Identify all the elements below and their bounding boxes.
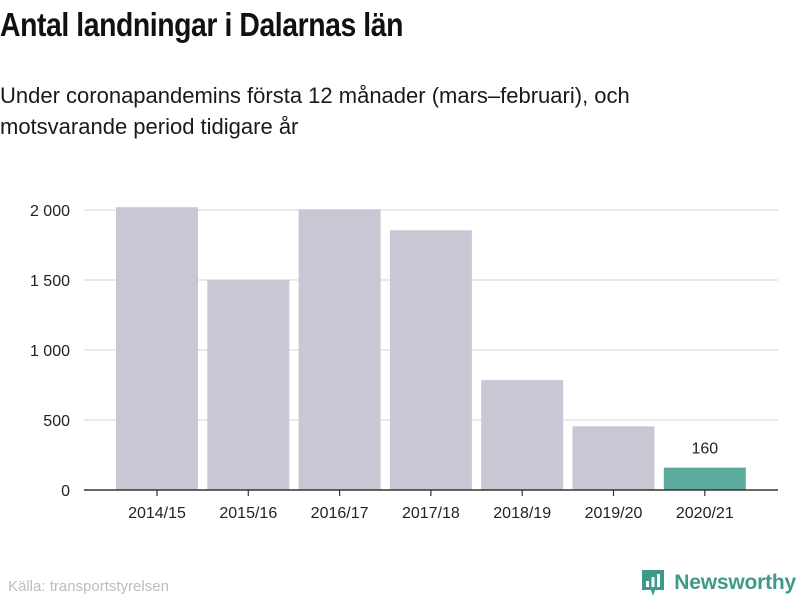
brand-name: Newsworthy: [674, 571, 796, 594]
bar-2020-21: [663, 467, 746, 490]
chart-title: Antal landningar i Dalarnas län: [0, 6, 404, 43]
bars: [116, 207, 746, 491]
y-tick-label: 1 000: [30, 343, 70, 360]
x-tick-label: 2017/18: [402, 505, 460, 522]
bar-2016-17: [298, 209, 381, 491]
x-axis: [84, 489, 778, 496]
y-tick-label: 0: [61, 483, 70, 500]
x-tick-label: 2019/20: [585, 505, 643, 522]
source-note: Källa: transportstyrelsen: [8, 578, 169, 595]
y-tick-label: 1 500: [30, 273, 70, 290]
x-tick-label: 2020/21: [676, 505, 734, 522]
bar-2014-15: [116, 207, 198, 490]
y-tick-label: 500: [43, 413, 70, 430]
labels: 0 500 1 000 1 500 2 000 160 2014/15 2015/16 2016…: [30, 203, 734, 522]
chart-subtitle: Under coronapandemins första 12 månader …: [0, 83, 630, 139]
bar-chart: 0 500 1 000 1 500 2 000 160 2014/15 2015/16 2016…: [30, 203, 778, 522]
bar-2019-20: [572, 426, 655, 490]
data-label: 160: [691, 441, 718, 458]
bar-2017-18: [389, 230, 472, 491]
bar-2015-16: [207, 280, 290, 490]
brand-logo: Newsworthy: [640, 568, 796, 598]
x-tick-label: 2018/19: [493, 505, 551, 522]
x-tick-label: 2016/17: [311, 505, 369, 522]
bar-chart-badge-icon: [642, 570, 665, 596]
bar-2018-19: [481, 380, 564, 490]
x-tick-label: 2014/15: [128, 505, 186, 522]
x-tick-label: 2015/16: [219, 505, 277, 522]
y-tick-label: 2 000: [30, 203, 70, 220]
